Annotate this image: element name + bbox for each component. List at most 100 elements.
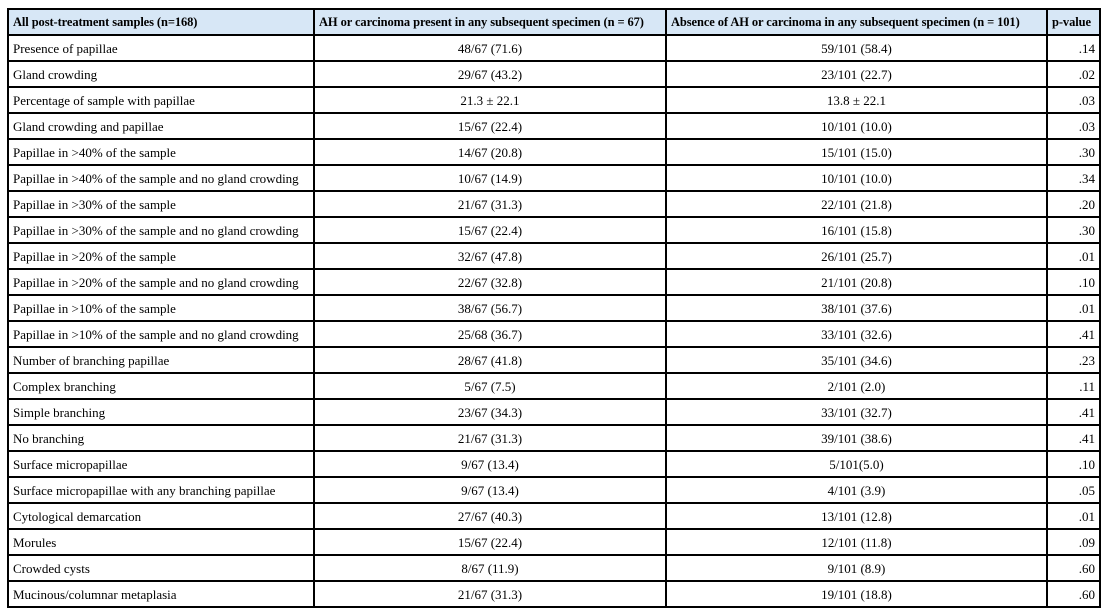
present-value-cell: 27/67 (40.3) [313,502,667,530]
p-value-cell: .30 [1046,216,1101,244]
p-value-cell: .23 [1046,346,1101,374]
table-row: Papillae in >40% of the sample 14/67 (20.… [7,138,1101,166]
absence-value-cell: 10/101 (10.0) [665,112,1048,140]
present-value-cell: 9/67 (13.4) [313,450,667,478]
p-value-cell: .03 [1046,86,1101,114]
row-label-cell: Papillae in >20% of the sample and no gl… [7,268,315,296]
absence-value-cell: 5/101(5.0) [665,450,1048,478]
present-value-cell: 28/67 (41.8) [313,346,667,374]
results-table: All post-treatment samples (n=168) AH or… [7,8,1101,608]
present-value-cell: 22/67 (32.8) [313,268,667,296]
table-row: Papillae in >10% of the sample 38/67 (56.… [7,294,1101,322]
p-value-cell: .05 [1046,476,1101,504]
table-row: Simple branching 23/67 (34.3) 33/101 (32.7… [7,398,1101,426]
absence-value-cell: 13.8 ± 22.1 [665,86,1048,114]
row-label-cell: Papillae in >20% of the sample [7,242,315,270]
absence-value-cell: 13/101 (12.8) [665,502,1048,530]
present-value-cell: 21/67 (31.3) [313,424,667,452]
p-value-cell: .41 [1046,320,1101,348]
present-value-cell: 21/67 (31.3) [313,190,667,218]
table-row: Papillae in >30% of the sample 21/67 (31.… [7,190,1101,218]
row-label-cell: Percentage of sample with papillae [7,86,315,114]
absence-value-cell: 23/101 (22.7) [665,60,1048,88]
p-value-cell: .01 [1046,242,1101,270]
table-row: Morules 15/67 (22.4) 12/101 (11.8) .09 [7,528,1101,556]
row-label-cell: Surface micropapillae with any branching… [7,476,315,504]
absence-value-cell: 15/101 (15.0) [665,138,1048,166]
p-value-cell: .30 [1046,138,1101,166]
p-value-cell: .10 [1046,268,1101,296]
col-header-samples: All post-treatment samples (n=168) [7,8,315,36]
absence-value-cell: 33/101 (32.7) [665,398,1048,426]
table-row: Complex branching 5/67 (7.5) 2/101 (2.0) .1… [7,372,1101,400]
table-row: Papillae in >20% of the sample and no gl… [7,268,1101,296]
p-value-cell: .11 [1046,372,1101,400]
table-row: Cytological demarcation 27/67 (40.3) 13/10… [7,502,1101,530]
row-label-cell: Complex branching [7,372,315,400]
absence-value-cell: 26/101 (25.7) [665,242,1048,270]
present-value-cell: 14/67 (20.8) [313,138,667,166]
header-row: All post-treatment samples (n=168) AH or… [7,8,1101,36]
row-label-cell: Papillae in >30% of the sample [7,190,315,218]
table-row: Surface micropapillae 9/67 (13.4) 5/101(5.… [7,450,1101,478]
p-value-cell: .01 [1046,294,1101,322]
p-value-cell: .09 [1046,528,1101,556]
row-label-cell: Papillae in >40% of the sample and no gl… [7,164,315,192]
row-label-cell: Presence of papillae [7,34,315,62]
row-label-cell: Number of branching papillae [7,346,315,374]
row-label-cell: No branching [7,424,315,452]
p-value-cell: .01 [1046,502,1101,530]
absence-value-cell: 35/101 (34.6) [665,346,1048,374]
p-value-cell: .03 [1046,112,1101,140]
present-value-cell: 32/67 (47.8) [313,242,667,270]
row-label-cell: Morules [7,528,315,556]
col-header-pvalue: p-value [1046,8,1101,36]
absence-value-cell: 38/101 (37.6) [665,294,1048,322]
row-label-cell: Cytological demarcation [7,502,315,530]
col-header-present: AH or carcinoma present in any subsequen… [313,8,667,36]
table-body: Presence of papillae 48/67 (71.6) 59/101 (… [7,34,1101,608]
row-label-cell: Gland crowding [7,60,315,88]
table-row: Gland crowding and papillae 15/67 (22.4) 1… [7,112,1101,140]
present-value-cell: 21.3 ± 22.1 [313,86,667,114]
table-row: Percentage of sample with papillae 21.3 ±… [7,86,1101,114]
results-table-container: All post-treatment samples (n=168) AH or… [7,8,1101,608]
present-value-cell: 48/67 (71.6) [313,34,667,62]
present-value-cell: 29/67 (43.2) [313,60,667,88]
table-row: Surface micropapillae with any branching… [7,476,1101,504]
present-value-cell: 8/67 (11.9) [313,554,667,582]
row-label-cell: Mucinous/columnar metaplasia [7,580,315,608]
absence-value-cell: 9/101 (8.9) [665,554,1048,582]
table-row: Gland crowding 29/67 (43.2) 23/101 (22.7).… [7,60,1101,88]
p-value-cell: .41 [1046,424,1101,452]
row-label-cell: Crowded cysts [7,554,315,582]
present-value-cell: 15/67 (22.4) [313,112,667,140]
table-row: Mucinous/columnar metaplasia 21/67 (31.3)… [7,580,1101,608]
p-value-cell: .41 [1046,398,1101,426]
p-value-cell: .60 [1046,554,1101,582]
p-value-cell: .20 [1046,190,1101,218]
absence-value-cell: 39/101 (38.6) [665,424,1048,452]
row-label-cell: Papillae in >40% of the sample [7,138,315,166]
p-value-cell: .02 [1046,60,1101,88]
row-label-cell: Simple branching [7,398,315,426]
absence-value-cell: 19/101 (18.8) [665,580,1048,608]
table-row: Presence of papillae 48/67 (71.6) 59/101 (… [7,34,1101,62]
present-value-cell: 15/67 (22.4) [313,216,667,244]
absence-value-cell: 59/101 (58.4) [665,34,1048,62]
absence-value-cell: 12/101 (11.8) [665,528,1048,556]
present-value-cell: 5/67 (7.5) [313,372,667,400]
present-value-cell: 38/67 (56.7) [313,294,667,322]
row-label-cell: Papillae in >10% of the sample and no gl… [7,320,315,348]
present-value-cell: 21/67 (31.3) [313,580,667,608]
table-row: No branching 21/67 (31.3) 39/101 (38.6) .41 [7,424,1101,452]
present-value-cell: 10/67 (14.9) [313,164,667,192]
col-header-absence: Absence of AH or carcinoma in any subseq… [665,8,1048,36]
table-row: Crowded cysts 8/67 (11.9) 9/101 (8.9) .60 [7,554,1101,582]
absence-value-cell: 33/101 (32.6) [665,320,1048,348]
p-value-cell: .14 [1046,34,1101,62]
absence-value-cell: 10/101 (10.0) [665,164,1048,192]
table-row: Papillae in >30% of the sample and no gl… [7,216,1101,244]
present-value-cell: 23/67 (34.3) [313,398,667,426]
absence-value-cell: 21/101 (20.8) [665,268,1048,296]
